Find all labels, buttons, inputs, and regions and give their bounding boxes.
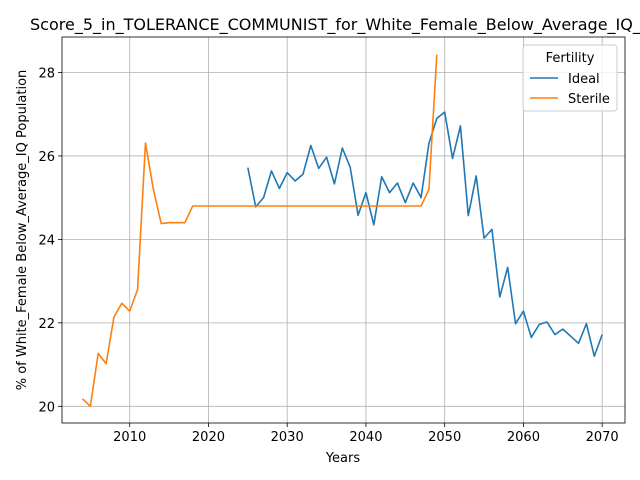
y-tick-label: 20: [38, 400, 55, 415]
x-tick-label: 2030: [271, 430, 304, 445]
y-axis-ticks: 20 22 24 26 28: [38, 66, 62, 415]
x-axis-ticks: 2010 2020 2030 2040 2050 2060 2070: [113, 423, 619, 445]
x-tick-label: 2020: [192, 430, 225, 445]
y-tick-label: 22: [38, 317, 55, 332]
legend-label-ideal: Ideal: [568, 72, 600, 87]
x-tick-label: 2050: [428, 430, 461, 445]
legend: Fertility Ideal Sterile: [522, 44, 618, 112]
chart-title: Score_5_in_TOLERANCE_COMMUNIST_for_White…: [30, 15, 640, 35]
plot-frame: [61, 36, 626, 424]
y-tick-label: 28: [38, 66, 55, 81]
legend-box: [522, 44, 618, 112]
x-tick-label: 2010: [113, 430, 146, 445]
x-tick-label: 2070: [586, 430, 619, 445]
legend-title: Fertility: [546, 51, 595, 66]
legend-label-sterile: Sterile: [568, 92, 610, 107]
x-tick-label: 2060: [507, 430, 540, 445]
series-line-ideal: [247, 111, 603, 358]
x-axis-label: Years: [325, 451, 361, 466]
x-tick-label: 2040: [349, 430, 382, 445]
series-line-sterile: [81, 54, 438, 408]
y-tick-label: 24: [38, 233, 55, 248]
series-layer: [81, 54, 603, 408]
y-axis-label: % of White_Female Below_Average_IQ Popul…: [15, 70, 30, 391]
y-tick-label: 26: [38, 150, 55, 165]
